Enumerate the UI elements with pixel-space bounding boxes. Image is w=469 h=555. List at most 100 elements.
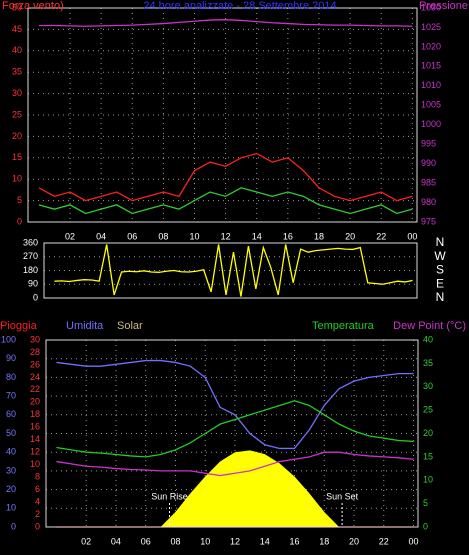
x-tick-label: 16 <box>283 231 293 241</box>
x-tick-label: 00 <box>409 536 419 546</box>
y2-tick-label: 4 <box>35 496 40 506</box>
x-tick-label: 08 <box>170 536 180 546</box>
x-tick-label: 16 <box>289 536 299 546</box>
legend-label: Solar <box>117 320 143 332</box>
y-tick-label: 35 <box>12 67 22 77</box>
y3-tick-label: 30 <box>423 381 433 391</box>
y3-tick-label: 25 <box>423 405 433 415</box>
x-tick-label: 20 <box>345 231 355 241</box>
y-tick-label: 50 <box>12 2 22 12</box>
y-tick-label: 100 <box>1 334 16 344</box>
line <box>38 152 413 202</box>
x-tick-label: 18 <box>314 231 324 241</box>
x-tick-label: 12 <box>230 536 240 546</box>
line <box>56 451 414 477</box>
y-tick-label: 30 <box>6 465 16 475</box>
y-tick-label: 10 <box>6 503 16 513</box>
plot-frame <box>45 339 419 528</box>
y2-tick-label: 14 <box>30 434 40 444</box>
line <box>38 19 413 27</box>
y2-tick-label: 1020 <box>421 41 441 51</box>
y2-tick-label: W <box>434 249 446 263</box>
x-tick-label: 14 <box>260 536 270 546</box>
y2-tick-label: E <box>436 276 444 290</box>
y3-tick-label: 20 <box>423 428 433 438</box>
y-tick-label: 90 <box>6 353 16 363</box>
area <box>56 450 414 527</box>
annotation: Sun Rise <box>151 491 188 501</box>
y-tick-label: 5 <box>17 195 22 205</box>
y2-tick-label: 10 <box>30 459 40 469</box>
y2-tick-label: 1025 <box>421 22 441 32</box>
x-tick-label: 12 <box>221 231 231 241</box>
annotation: Sun Set <box>326 491 359 501</box>
y-tick-label: 25 <box>12 109 22 119</box>
y-tick-label: 180 <box>23 265 38 275</box>
y3-tick-label: 15 <box>423 451 433 461</box>
x-tick-label: 00 <box>407 231 417 241</box>
y-tick-label: 20 <box>6 484 16 494</box>
x-tick-label: 06 <box>127 231 137 241</box>
y-tick-label: 20 <box>12 131 22 141</box>
line <box>56 400 414 458</box>
y-tick-label: 80 <box>6 372 16 382</box>
y-tick-label: 40 <box>12 45 22 55</box>
y-tick-label: 0 <box>33 292 38 302</box>
x-tick-label: 22 <box>379 536 389 546</box>
y2-tick-label: 24 <box>30 372 40 382</box>
y2-tick-label: 985 <box>421 177 436 187</box>
plot-frame <box>27 7 418 223</box>
y2-tick-label: 12 <box>30 447 40 457</box>
chart-title: 24 hore analizzate - 28 Settembre 2014 <box>143 0 336 12</box>
y-tick-label: 0 <box>11 521 16 531</box>
y-tick-label: 360 <box>23 237 38 247</box>
y-tick-label: 30 <box>12 88 22 98</box>
x-tick-label: 06 <box>141 536 151 546</box>
y3-tick-label: 40 <box>423 334 433 344</box>
y-tick-label: 70 <box>6 390 16 400</box>
y2-tick-label: 20 <box>30 397 40 407</box>
y-tick-label: 0 <box>17 216 22 226</box>
y2-tick-label: 16 <box>30 422 40 432</box>
y2-tick-label: 990 <box>421 158 436 168</box>
x-tick-label: 20 <box>349 536 359 546</box>
x-tick-label: 10 <box>189 231 199 241</box>
legend-label: Pioggia <box>0 320 38 332</box>
x-tick-label: 08 <box>158 231 168 241</box>
line <box>56 359 414 450</box>
y-tick-label: 10 <box>12 174 22 184</box>
y2-tick-label: 1010 <box>421 80 441 90</box>
x-tick-label: 14 <box>252 231 262 241</box>
y2-tick-label: 8 <box>35 472 40 482</box>
y2-tick-label: 22 <box>30 384 40 394</box>
y2-tick-label: 1005 <box>421 100 441 110</box>
legend-label: Temperatura <box>312 320 375 332</box>
y-tick-label: 60 <box>6 409 16 419</box>
y2-tick-label: 1000 <box>421 119 441 129</box>
y-tick-label: 15 <box>12 152 22 162</box>
y2-tick-label: N <box>436 235 445 249</box>
line <box>38 187 413 215</box>
y2-tick-label: 28 <box>30 347 40 357</box>
x-tick-label: 02 <box>65 231 75 241</box>
y2-tick-label: 1030 <box>421 2 441 12</box>
y3-tick-label: 0 <box>423 521 428 531</box>
line <box>54 244 413 297</box>
y2-tick-label: 18 <box>30 409 40 419</box>
y-tick-label: 90 <box>28 279 38 289</box>
x-tick-label: 04 <box>96 231 106 241</box>
x-tick-label: 18 <box>319 536 329 546</box>
y-tick-label: 45 <box>12 24 22 34</box>
y2-tick-label: 0 <box>35 521 40 531</box>
x-tick-label: 22 <box>376 231 386 241</box>
y2-tick-label: N <box>436 290 445 304</box>
y2-tick-label: 975 <box>421 216 436 226</box>
y2--label: Pressione <box>419 0 468 12</box>
y-tick-label: 50 <box>6 428 16 438</box>
x-tick-label: 02 <box>81 536 91 546</box>
y3-tick-label: 5 <box>423 498 428 508</box>
y2-tick-label: 1015 <box>421 61 441 71</box>
y2-tick-label: 2 <box>35 509 40 519</box>
